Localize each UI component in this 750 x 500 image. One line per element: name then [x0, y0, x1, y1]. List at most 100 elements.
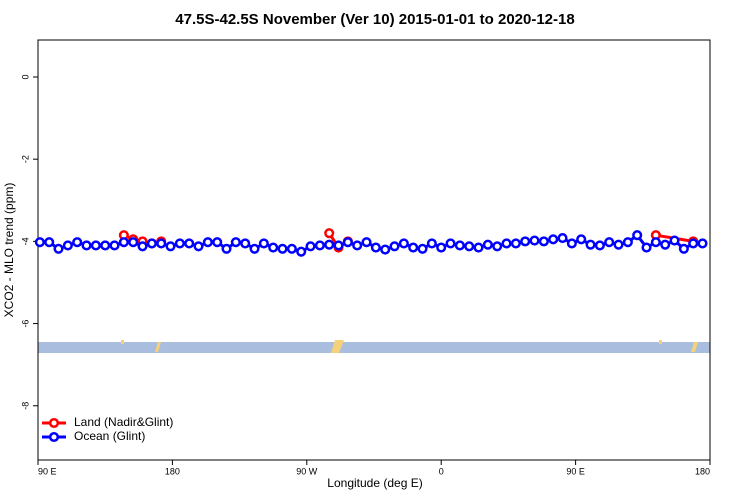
point — [296, 246, 307, 257]
x-tick-label: 180 — [695, 466, 710, 476]
point — [380, 244, 391, 255]
y-tick-label: -6 — [20, 320, 30, 328]
point — [324, 228, 335, 239]
y-tick-label: 0 — [20, 74, 30, 79]
point — [44, 237, 55, 248]
point — [529, 235, 540, 246]
point — [202, 237, 213, 248]
legend-label: Land (Nadir&Glint) — [74, 415, 173, 429]
point — [398, 238, 409, 249]
point — [688, 238, 699, 249]
point — [576, 234, 587, 245]
point — [118, 237, 129, 248]
point — [501, 238, 512, 249]
point — [230, 237, 241, 248]
point — [165, 241, 176, 252]
point — [81, 240, 92, 251]
point — [520, 236, 531, 247]
point — [669, 235, 680, 246]
point — [268, 242, 279, 253]
point — [510, 238, 521, 249]
point — [557, 233, 568, 244]
land-mark — [121, 340, 124, 344]
point — [352, 240, 363, 251]
y-tick-label: -8 — [20, 402, 30, 410]
point — [426, 238, 437, 249]
point — [613, 239, 624, 250]
point — [548, 234, 559, 245]
point — [240, 238, 251, 249]
legend-marker — [48, 417, 60, 429]
land-marks — [121, 340, 698, 353]
point — [72, 237, 83, 248]
point — [184, 238, 195, 249]
legend-marker — [48, 431, 60, 443]
point — [650, 237, 661, 248]
point — [482, 239, 493, 250]
point — [454, 240, 465, 251]
x-axis-label: Longitude (deg E) — [327, 476, 422, 490]
point — [212, 237, 223, 248]
point — [622, 237, 633, 248]
point — [464, 241, 475, 252]
point — [156, 238, 167, 249]
point — [632, 230, 643, 241]
point — [585, 239, 596, 250]
point — [408, 242, 419, 253]
point — [128, 237, 139, 248]
x-tick-label: 0 — [439, 466, 444, 476]
point — [361, 237, 372, 248]
point — [333, 240, 344, 251]
point — [34, 237, 45, 248]
y-axis-label: XCO2 - MLO trend (ppm) — [2, 183, 16, 318]
point — [389, 241, 400, 252]
point — [174, 238, 185, 249]
land-mark — [659, 340, 662, 344]
y-tick-label: -4 — [20, 237, 30, 245]
land-mark — [155, 342, 161, 352]
point — [473, 242, 484, 253]
point — [90, 240, 101, 251]
point — [436, 242, 447, 253]
point — [417, 243, 428, 254]
point — [249, 243, 260, 254]
land-mark — [691, 342, 698, 352]
point — [221, 243, 232, 254]
x-tick-label: 90 W — [296, 466, 318, 476]
point — [445, 238, 456, 249]
legend-label: Ocean (Glint) — [74, 429, 145, 443]
point — [641, 242, 652, 253]
point — [324, 239, 335, 250]
point — [100, 240, 111, 251]
x-tick-label: 180 — [165, 466, 180, 476]
point — [566, 238, 577, 249]
point — [53, 243, 64, 254]
point — [258, 238, 269, 249]
point — [660, 239, 671, 250]
plot-frame — [37, 39, 711, 461]
point — [286, 243, 297, 254]
x-tick-label: 90 E — [566, 466, 585, 476]
point — [305, 241, 316, 252]
point — [137, 241, 148, 252]
land-mark — [331, 340, 344, 353]
point — [342, 237, 353, 248]
point — [314, 240, 325, 251]
point — [109, 240, 120, 251]
point — [146, 238, 157, 249]
point — [594, 240, 605, 251]
x-tick-label: 90 E — [38, 466, 57, 476]
point — [678, 243, 689, 254]
point — [370, 242, 381, 253]
surface-band — [38, 342, 710, 353]
chart-title: 47.5S-42.5S November (Ver 10) 2015-01-01… — [175, 11, 574, 28]
point — [697, 238, 708, 249]
point — [277, 243, 288, 254]
point — [492, 241, 503, 252]
point — [193, 241, 204, 252]
point — [538, 236, 549, 247]
y-tick-label: -2 — [20, 155, 30, 163]
point — [604, 237, 615, 248]
point — [62, 240, 73, 251]
